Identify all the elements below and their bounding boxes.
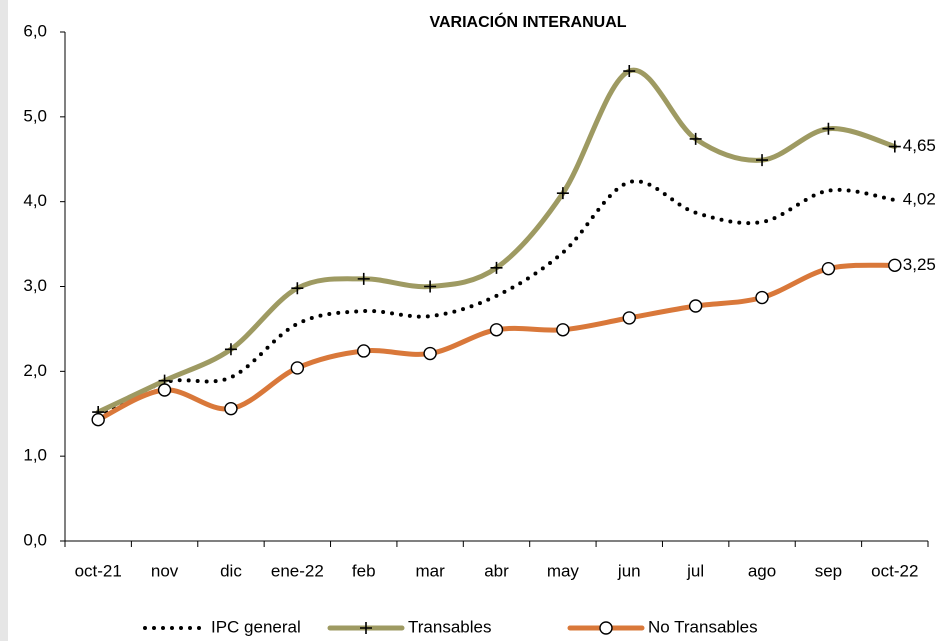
- point-marker: [821, 261, 836, 276]
- y-tick-label: 4,0: [23, 191, 47, 210]
- x-tick-label: dic: [220, 561, 242, 580]
- x-tick-label: feb: [352, 561, 376, 580]
- legend-marker: [360, 622, 372, 634]
- y-tick-label: 6,0: [23, 21, 47, 40]
- y-tick-label: 5,0: [23, 106, 47, 125]
- x-tick-label: jun: [617, 561, 641, 580]
- point-marker: [291, 282, 304, 295]
- legend-label: IPC general: [211, 617, 301, 636]
- point-marker: [888, 140, 901, 153]
- point-marker: [622, 311, 636, 325]
- point-marker: [91, 412, 105, 427]
- x-tick-label: oct-22: [871, 561, 918, 580]
- y-tick-label: 3,0: [23, 276, 47, 295]
- value-label: 3,25: [903, 255, 936, 274]
- y-tick-label: 2,0: [23, 361, 47, 380]
- value-label: 4,02: [903, 189, 936, 208]
- series-line: [95, 262, 898, 423]
- point-marker: [424, 280, 437, 293]
- y-tick-label: 0,0: [23, 530, 47, 549]
- point-marker: [689, 132, 702, 145]
- point-marker: [755, 290, 769, 305]
- point-marker: [357, 272, 370, 285]
- x-tick-label: oct-21: [75, 561, 122, 580]
- point-marker: [556, 323, 570, 337]
- x-tick-label: ago: [748, 561, 776, 580]
- point-marker: [556, 187, 569, 200]
- x-tick-label: abr: [484, 561, 509, 580]
- legend-marker: [599, 621, 613, 635]
- series-line: [96, 179, 897, 419]
- point-marker: [224, 401, 238, 416]
- legend-label: Transables: [408, 617, 491, 636]
- point-marker: [290, 361, 305, 375]
- point-marker: [224, 343, 237, 356]
- x-tick-label: sep: [815, 561, 842, 580]
- point-marker: [490, 261, 503, 274]
- point-marker: [888, 258, 902, 272]
- point-marker: [157, 383, 172, 397]
- x-tick-label: may: [547, 561, 580, 580]
- point-marker: [623, 65, 636, 78]
- x-tick-label: jul: [686, 561, 704, 580]
- legend-label: No Transables: [648, 617, 758, 636]
- point-marker: [489, 323, 504, 337]
- series-line: [95, 67, 898, 415]
- chart-title: VARIACIÓN INTERANUAL: [429, 12, 626, 31]
- x-tick-label: ene-22: [271, 561, 324, 580]
- value-label: 4,65: [903, 136, 936, 155]
- y-tick-label: 1,0: [23, 446, 47, 465]
- point-marker: [756, 154, 769, 167]
- x-tick-label: nov: [151, 561, 179, 580]
- x-tick-label: mar: [415, 561, 445, 580]
- point-marker: [357, 344, 371, 358]
- point-marker: [822, 122, 835, 135]
- point-marker: [423, 346, 437, 361]
- left-edge: [0, 0, 8, 641]
- point-marker: [688, 299, 703, 313]
